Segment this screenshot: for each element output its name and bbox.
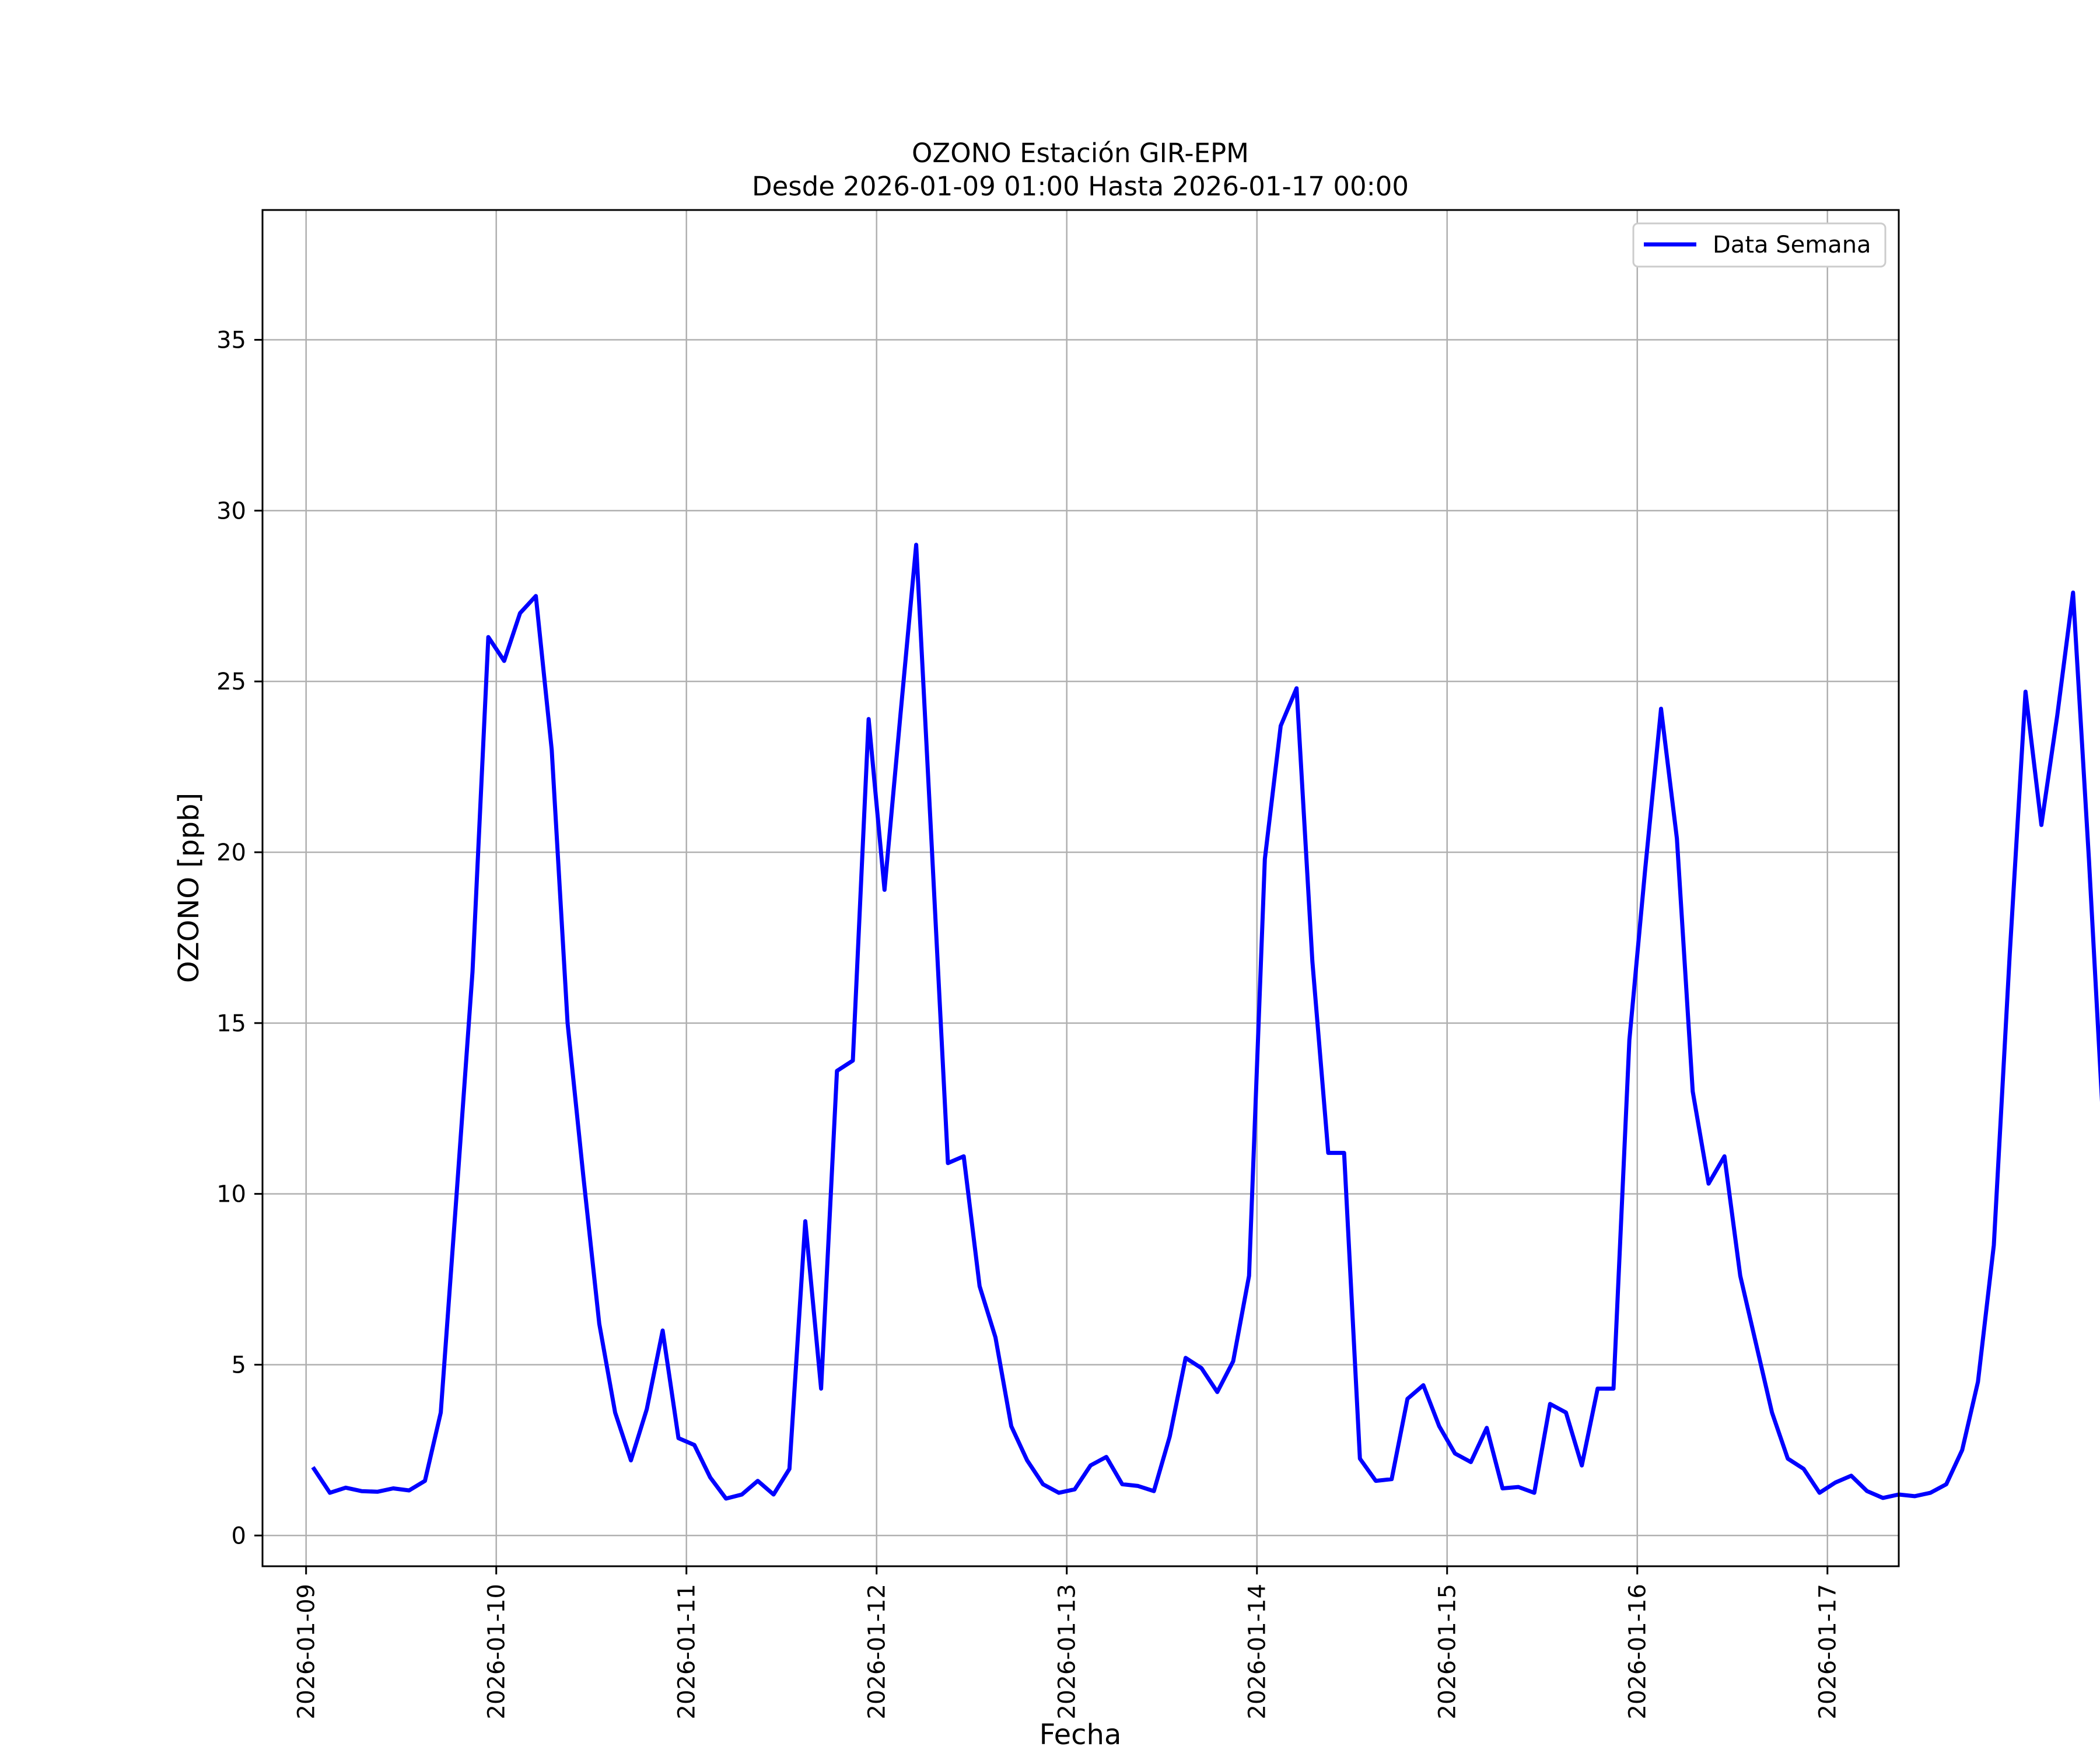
x-tick-label: 2026-01-14	[1244, 1584, 1271, 1719]
y-tick-label: 15	[216, 1010, 246, 1037]
y-axis-ticks: 0 5 10 15 20 25 30 35	[216, 327, 262, 1549]
legend: Data Semana	[1632, 222, 1887, 268]
x-tick-label: 2026-01-16	[1625, 1584, 1651, 1719]
y-axis-label: OZONO [ppb]	[173, 793, 205, 983]
x-tick-label: 2026-01-11	[674, 1584, 701, 1719]
series-layer	[311, 542, 2100, 1501]
grid-lines	[262, 210, 1899, 1566]
chart-title: OZONO Estación GIR-EPM	[912, 138, 1249, 169]
x-tick-label: 2026-01-15	[1434, 1584, 1461, 1719]
y-tick-label: 20	[216, 839, 246, 866]
x-axis-ticks: 2026-01-09 2026-01-10 2026-01-11 2026-01-12…	[293, 1566, 1842, 1719]
legend-label: Data Semana	[1713, 232, 1871, 258]
plot-area	[262, 210, 1899, 1566]
y-tick-label: 0	[232, 1522, 246, 1549]
y-tick-label: 10	[216, 1181, 246, 1208]
y-tick-label: 25	[216, 668, 246, 695]
x-tick-label: 2026-01-09	[293, 1584, 320, 1719]
x-axis-label: Fecha	[1040, 1718, 1122, 1750]
series-line-segment	[311, 542, 2100, 1501]
x-tick-label: 2026-01-13	[1054, 1584, 1081, 1719]
y-tick-label: 5	[232, 1352, 246, 1378]
x-tick-label: 2026-01-10	[484, 1584, 510, 1719]
y-tick-label: 35	[216, 327, 246, 354]
y-tick-label: 30	[216, 498, 246, 524]
plot-frame	[261, 209, 1900, 1567]
legend-box	[1632, 222, 1887, 268]
x-tick-label: 2026-01-12	[864, 1584, 891, 1719]
x-tick-label: 2026-01-17	[1815, 1584, 1842, 1719]
chart-subtitle: Desde 2026-01-09 01:00 Hasta 2026-01-17 …	[752, 171, 1409, 202]
